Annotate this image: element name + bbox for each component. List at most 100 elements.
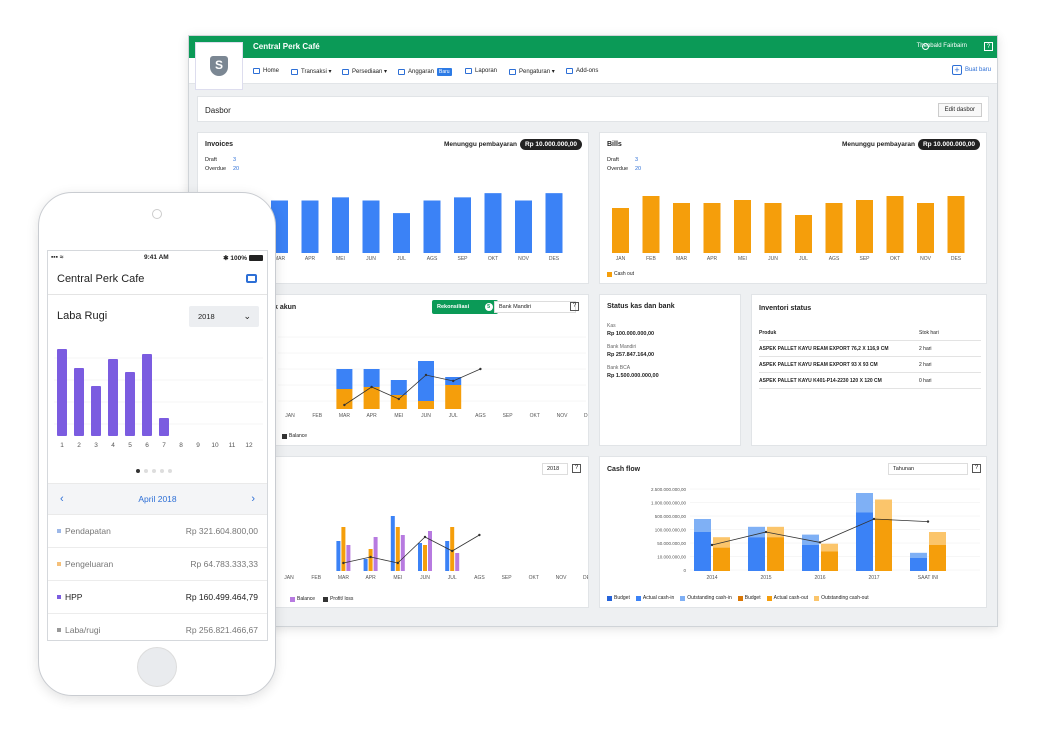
phone-mockup: ▪▪▪ ≈ 9:41 AM ✱ 100% Central Perk Cafe L… xyxy=(38,192,276,696)
main-nav: Home Transaksi ▾ Persediaan ▾ Anggaran Ba… xyxy=(189,58,997,84)
inventory-icon xyxy=(342,68,349,75)
y-tick-label: 1.000.000.000,00 xyxy=(651,501,687,506)
budget-line xyxy=(711,518,929,546)
bank-bca-row[interactable]: Bank BCA Rp 1.500.000.000,00 xyxy=(607,365,659,379)
chart-bar xyxy=(703,203,721,253)
row-label: HPP xyxy=(65,592,83,602)
tick-label: JUN xyxy=(768,256,778,262)
desktop-icon[interactable] xyxy=(246,274,257,283)
app-logo[interactable]: S xyxy=(195,42,243,90)
invoices-pending-label: Menunggu pembayaran xyxy=(443,141,517,148)
chart-bar xyxy=(856,200,873,253)
tick-label: JUL xyxy=(799,256,808,262)
nav-home[interactable]: Home xyxy=(253,68,279,74)
chart-bar xyxy=(642,196,660,253)
nav-persediaan[interactable]: Persediaan ▾ xyxy=(342,68,387,75)
table-row[interactable]: ASPEK PALLET KAYU REAM EXPORT 76,2 X 116… xyxy=(759,341,981,357)
page-dot[interactable] xyxy=(136,469,140,473)
chart-bar xyxy=(159,418,169,436)
line-point xyxy=(424,373,428,377)
line-point xyxy=(451,549,454,553)
bank-mandiri-row[interactable]: Bank Mandiri Rp 257.847.164,00 xyxy=(607,344,654,358)
nav-pengaturan[interactable]: Pengaturan ▾ xyxy=(509,68,555,75)
chart-bar xyxy=(445,541,450,571)
page-dot[interactable] xyxy=(168,469,172,473)
help-icon[interactable]: ? xyxy=(572,464,581,473)
help-icon[interactable]: ? xyxy=(984,42,993,51)
cash-row[interactable]: Kas Rp 100.000.000,00 xyxy=(607,323,654,337)
create-new-button[interactable]: + Buat baru xyxy=(951,65,991,75)
chart-bar xyxy=(795,215,812,253)
tick-label: 11 xyxy=(229,442,236,449)
row-label-wrap: Pendapatan xyxy=(57,526,111,536)
line-point xyxy=(397,397,400,401)
invoices-overdue[interactable]: Overdue 20 xyxy=(205,166,239,172)
page-dot[interactable] xyxy=(152,469,156,473)
chart-bar xyxy=(821,551,838,571)
row-label-wrap: Laba/rugi xyxy=(57,625,100,635)
question-circle-icon[interactable] xyxy=(922,43,929,50)
page-dot[interactable] xyxy=(160,469,164,473)
chart-bar xyxy=(484,193,502,253)
nav-pengaturan-label: Pengaturan ▾ xyxy=(519,69,555,75)
bills-overdue[interactable]: Overdue 20 xyxy=(607,166,641,172)
chart-bar xyxy=(929,532,946,545)
help-icon[interactable]: ? xyxy=(972,464,981,473)
help-icon[interactable]: ? xyxy=(570,302,579,311)
profit-loss-chart: JAN FEB MAR APR MEI JUN JUL AGS SEP OKT NOV DES xyxy=(284,516,588,581)
nav-anggaran[interactable]: Anggaran Baru xyxy=(398,68,452,76)
tick-label: MEI xyxy=(394,413,403,419)
page-title: Dasbor xyxy=(205,106,231,115)
page-dot[interactable] xyxy=(144,469,148,473)
dashboard-header: Dasbor Edit dasbor xyxy=(197,96,989,122)
tick-label: OKT xyxy=(488,256,498,262)
inventory-days: 2 hari xyxy=(919,361,932,368)
list-item[interactable]: Laba/rugi Rp 256.821.466,67 xyxy=(48,614,267,640)
bills-draft[interactable]: Draft 3 xyxy=(607,157,638,163)
edit-dashboard-button[interactable]: Edit dasbor xyxy=(937,103,982,117)
bills-pending: Menunggu pembayaran Rp 10.000.000,00 xyxy=(842,139,980,150)
nav-laporan[interactable]: Laporan xyxy=(465,68,497,74)
phone-camera xyxy=(152,209,162,219)
chart-bar xyxy=(395,527,400,571)
phone-screen: ▪▪▪ ≈ 9:41 AM ✱ 100% Central Perk Cafe L… xyxy=(47,250,268,641)
tick-label: SEP xyxy=(457,256,468,262)
legend-swatch xyxy=(290,596,295,602)
reconcile-button[interactable]: Rekonsiliasi 5 xyxy=(432,300,498,314)
chart-bar xyxy=(336,369,353,389)
chart-bar xyxy=(767,537,784,571)
chart-bar xyxy=(91,386,101,436)
tick-label: JUN xyxy=(366,256,376,262)
tick-label: 7 xyxy=(162,442,166,449)
invoices-draft[interactable]: Draft 3 xyxy=(205,157,236,163)
chevron-right-icon[interactable]: › xyxy=(251,493,255,505)
tick-label: OKT xyxy=(530,413,540,419)
chart-bar xyxy=(428,531,432,571)
year-dropdown[interactable]: 2018 ⌄ xyxy=(189,306,259,327)
nav-transaksi[interactable]: Transaksi ▾ xyxy=(291,68,331,75)
inventory-days: 2 hari xyxy=(919,345,932,352)
bank-select[interactable]: Bank Mandiri xyxy=(494,301,576,313)
legend-balance: Balance xyxy=(282,433,307,439)
chart-bar xyxy=(332,197,349,253)
chevron-left-icon[interactable]: ‹ xyxy=(60,493,64,505)
tick-label: 2016 xyxy=(814,575,825,581)
year-value: 2018 xyxy=(198,312,215,321)
home-button[interactable] xyxy=(137,647,177,687)
table-row[interactable]: ASPEK PALLET KAYU K401-P14-2230 120 X 12… xyxy=(759,373,981,389)
list-item[interactable]: Pengeluaran Rp 64.783.333,33 xyxy=(48,548,267,581)
list-item[interactable]: Pendapatan Rp 321.604.800,00 xyxy=(48,515,267,548)
legend-label: Balance xyxy=(289,433,308,439)
cash-amount: Rp 100.000.000,00 xyxy=(607,331,655,337)
user-name[interactable]: Theobald Fairbairn xyxy=(916,43,967,49)
pagination-dots[interactable] xyxy=(136,469,172,473)
tick-label: SEP xyxy=(502,575,513,581)
bank-mandiri-amount: Rp 257.847.164,00 xyxy=(607,352,655,358)
line-point xyxy=(343,403,346,407)
table-row[interactable]: ASPEK PALLET KAYU REAM EXPORT 93 X 93 CM… xyxy=(759,357,981,373)
list-item[interactable]: HPP Rp 160.499.464,79 xyxy=(48,581,267,614)
nav-addons[interactable]: Add-ons xyxy=(566,68,598,74)
period-select[interactable]: Tahunan xyxy=(888,463,968,475)
line-point xyxy=(710,543,714,547)
year-select[interactable]: 2018 xyxy=(542,463,568,475)
